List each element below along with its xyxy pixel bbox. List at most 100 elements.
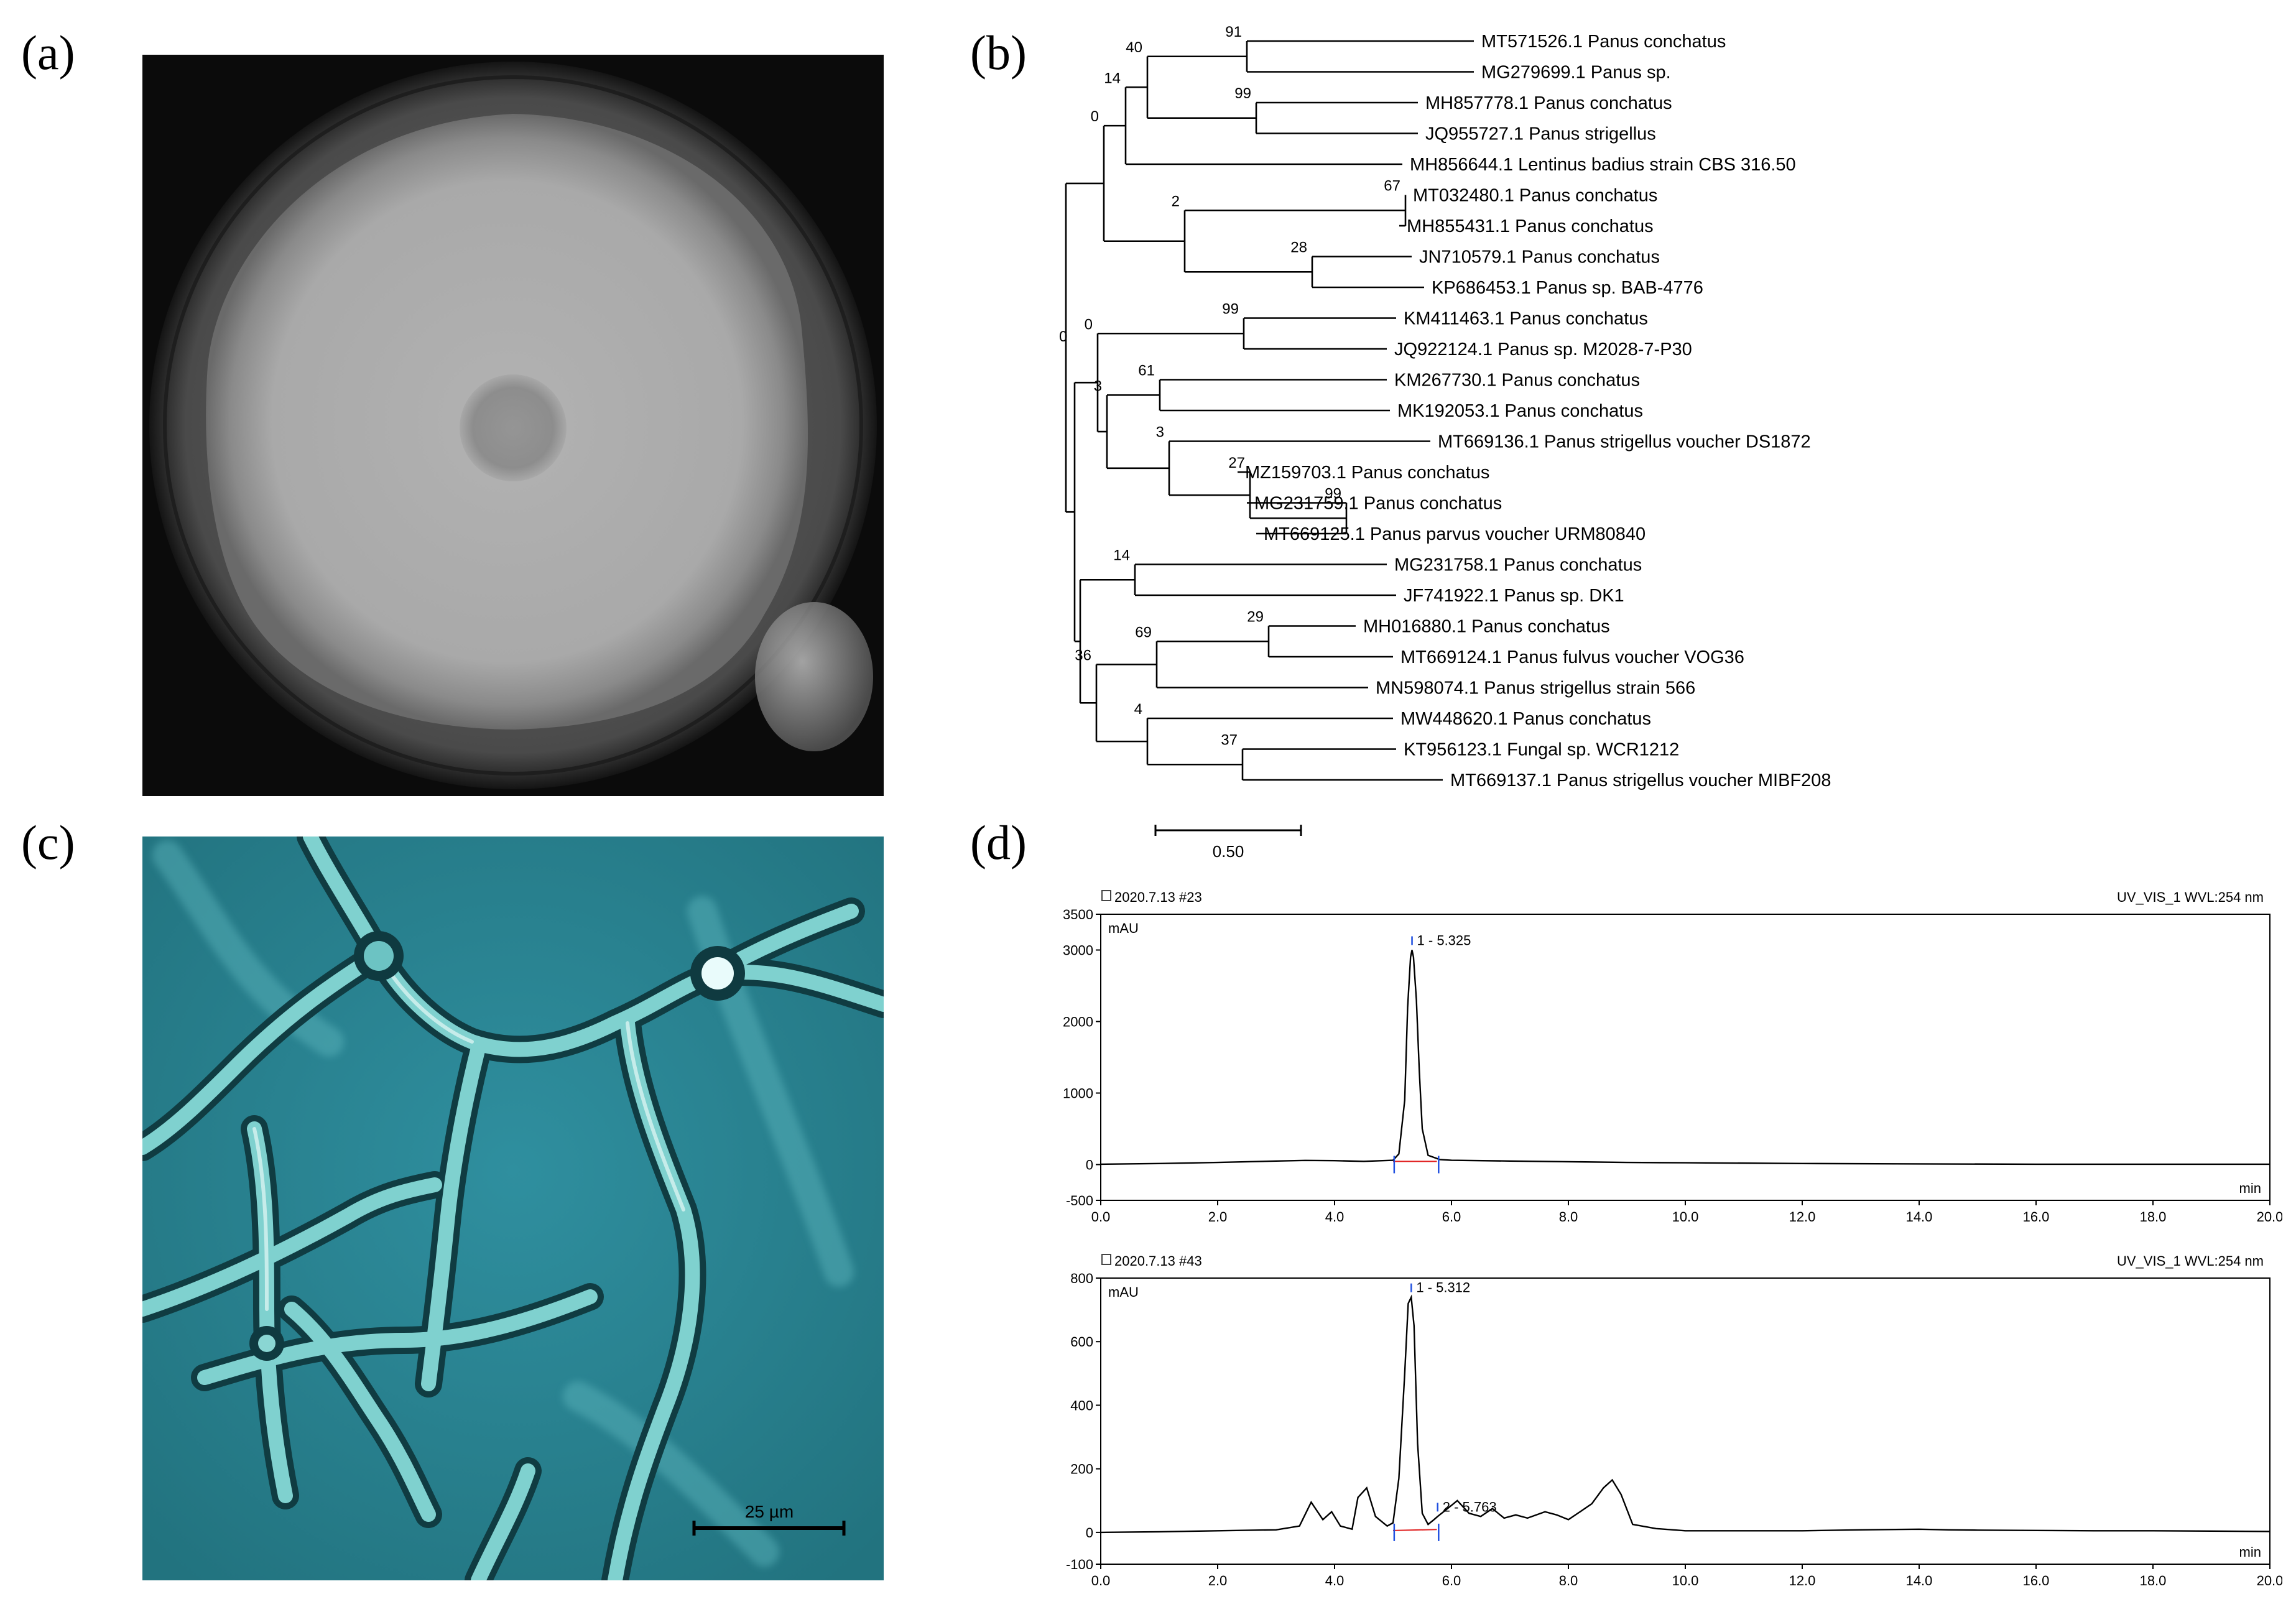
tree-tip-label: MH857778.1 Panus conchatus: [1425, 93, 1672, 113]
bootstrap-label: 4: [1134, 701, 1142, 718]
tree-tip-label: MG279699.1 Panus sp.: [1481, 63, 1671, 83]
x-tick-label: 20.0: [2257, 1209, 2282, 1225]
bootstrap-label: 37: [1221, 732, 1238, 749]
x-tick-label: 4.0: [1325, 1209, 1345, 1225]
tree-tip-label: MZ159703.1 Panus conchatus: [1245, 463, 1489, 483]
bootstrap-label: 91: [1225, 24, 1242, 40]
chromatogram-header-left: 2020.7.13 #43: [1114, 1253, 1202, 1269]
bootstrap-label: 69: [1135, 624, 1152, 641]
chromatogram-2: 2020.7.13 #43 UV_VIS_1 WVL:254 nm 800 600 40…: [1066, 1253, 2282, 1588]
bootstrap-label: 14: [1113, 547, 1130, 564]
tree-tip-label: JQ922124.1 Panus sp. M2028-7-P30: [1394, 340, 1692, 359]
tree-tip-label: MT669137.1 Panus strigellus voucher MIBF…: [1450, 771, 1831, 790]
y-tick-label: 200: [1070, 1462, 1093, 1477]
bootstrap-label: 36: [1075, 647, 1091, 664]
x-tick-label: 14.0: [1906, 1209, 1933, 1225]
y-tick-label: -500: [1066, 1193, 1093, 1208]
y-tick-label: 1000: [1063, 1086, 1093, 1101]
x-tick-label: 12.0: [1789, 1209, 1816, 1225]
x-tick-label: 6.0: [1442, 1209, 1461, 1225]
x-tick-label: 18.0: [2140, 1573, 2167, 1588]
y-tick-label: -100: [1066, 1557, 1093, 1572]
panel-label-c: (c): [21, 815, 75, 869]
chromatogram-trace: [1100, 1294, 2271, 1534]
tree-tip-label: MT669124.1 Panus fulvus voucher VOG36: [1400, 647, 1744, 667]
panel-label-a: (a): [21, 25, 75, 80]
bootstrap-label: 0: [1059, 328, 1067, 345]
hplc-chromatograms: 2020.7.13 #23 UV_VIS_1 WVL:254 nm 3500 3000…: [1063, 889, 2282, 1588]
peak-label: 2 - 5.763: [1443, 1499, 1497, 1514]
y-tick-label: 3500: [1063, 907, 1093, 922]
bootstrap-label: 99: [1234, 85, 1251, 102]
tree-scale-label: 0.50: [1213, 842, 1244, 861]
tree-tip-label: MT032480.1 Panus conchatus: [1413, 186, 1657, 206]
tree-tip-label: MK192053.1 Panus conchatus: [1397, 401, 1643, 421]
x-tick-label: 18.0: [2140, 1209, 2167, 1225]
tree-tip-label: MT571526.1 Panus conchatus: [1481, 32, 1726, 52]
bootstrap-label: 61: [1138, 363, 1155, 379]
tree-tip-label: JF741922.1 Panus sp. DK1: [1404, 586, 1624, 606]
y-tick-label: 3000: [1063, 943, 1093, 958]
chromatogram-header-right: UV_VIS_1 WVL:254 nm: [2117, 889, 2264, 905]
x-tick-label: 10.0: [1672, 1209, 1699, 1225]
bootstrap-label: 3: [1156, 424, 1164, 441]
x-tick-label: 2.0: [1208, 1209, 1228, 1225]
y-tick-label: 0: [1086, 1157, 1093, 1173]
tree-tip-label: MW448620.1 Panus conchatus: [1400, 709, 1651, 729]
x-tick-label: 16.0: [2023, 1209, 2050, 1225]
tree-tip-label: KT956123.1 Fungal sp. WCR1212: [1404, 740, 1679, 760]
bootstrap-label: 27: [1228, 455, 1245, 471]
bootstrap-label: 0: [1085, 316, 1093, 333]
scale-bar-label: 25 µm: [745, 1502, 794, 1521]
tree-tip-label: MH016880.1 Panus conchatus: [1363, 617, 1610, 637]
y-tick-label: 2000: [1063, 1014, 1093, 1030]
panel-label-d: (d): [970, 815, 1027, 869]
bootstrap-label: 14: [1104, 70, 1121, 86]
peak-label: 1 - 5.312: [1416, 1280, 1470, 1295]
petri-dish-photo: [142, 55, 884, 796]
x-tick-label: 4.0: [1325, 1573, 1345, 1588]
x-tick-label: 20.0: [2257, 1573, 2282, 1588]
peak-label: 1 - 5.325: [1417, 933, 1471, 948]
x-tick-label: 2.0: [1208, 1573, 1228, 1588]
y-tick-label: 400: [1070, 1397, 1093, 1413]
y-tick-label: 800: [1070, 1271, 1093, 1286]
x-tick-label: 10.0: [1672, 1573, 1699, 1588]
tree-tip-label: JN710579.1 Panus conchatus: [1419, 248, 1660, 267]
tree-tip-label: MN598074.1 Panus strigellus strain 566: [1376, 679, 1695, 698]
y-axis-label: mAU: [1108, 920, 1139, 936]
x-tick-label: 0.0: [1091, 1209, 1111, 1225]
x-tick-label: 6.0: [1442, 1573, 1461, 1588]
x-axis-label: min: [2239, 1544, 2261, 1560]
bootstrap-label: 99: [1222, 301, 1239, 318]
bootstrap-label: 67: [1384, 178, 1400, 195]
bootstrap-label: 40: [1126, 39, 1142, 56]
x-tick-label: 0.0: [1091, 1573, 1111, 1588]
x-tick-label: 12.0: [1789, 1573, 1816, 1588]
bootstrap-label: 0: [1091, 108, 1099, 125]
x-axis-label: min: [2239, 1180, 2261, 1196]
tree-tip-label: KM411463.1 Panus conchatus: [1404, 309, 1648, 329]
tree-tip-label: MH856644.1 Lentinus badius strain CBS 31…: [1410, 155, 1796, 175]
chromatogram-header-right: UV_VIS_1 WVL:254 nm: [2117, 1253, 2264, 1269]
chromatogram-header-left: 2020.7.13 #23: [1114, 889, 1202, 905]
chromatogram-trace: [1100, 950, 2270, 1166]
x-tick-label: 8.0: [1559, 1209, 1578, 1225]
tree-tip-label: MT669125.1 Panus parvus voucher URM80840: [1264, 524, 1646, 544]
bootstrap-label: 29: [1247, 609, 1264, 626]
chromatogram-1: 2020.7.13 #23 UV_VIS_1 WVL:254 nm 3500 3000…: [1063, 889, 2282, 1225]
x-tick-label: 16.0: [2023, 1573, 2050, 1588]
tree-tip-label: MG231759.1 Panus conchatus: [1254, 494, 1502, 514]
x-tick-label: 8.0: [1559, 1573, 1578, 1588]
tree-tip-label: MG231758.1 Panus conchatus: [1394, 555, 1642, 575]
hyphae-micrograph: 25 µm: [142, 837, 884, 1580]
y-tick-label: 600: [1070, 1334, 1093, 1350]
tree-branches: [1065, 40, 1474, 781]
y-axis-label: mAU: [1108, 1284, 1139, 1300]
bootstrap-label: 2: [1172, 193, 1180, 210]
phylogenetic-tree: MT571526.1 Panus conchatus MG279699.1 Pan…: [1059, 24, 1831, 861]
x-tick-label: 14.0: [1906, 1573, 1933, 1588]
tree-tip-label: KM267730.1 Panus conchatus: [1394, 371, 1640, 391]
panel-label-b: (b): [970, 25, 1027, 80]
tree-tip-label: KP686453.1 Panus sp. BAB-4776: [1432, 278, 1703, 298]
